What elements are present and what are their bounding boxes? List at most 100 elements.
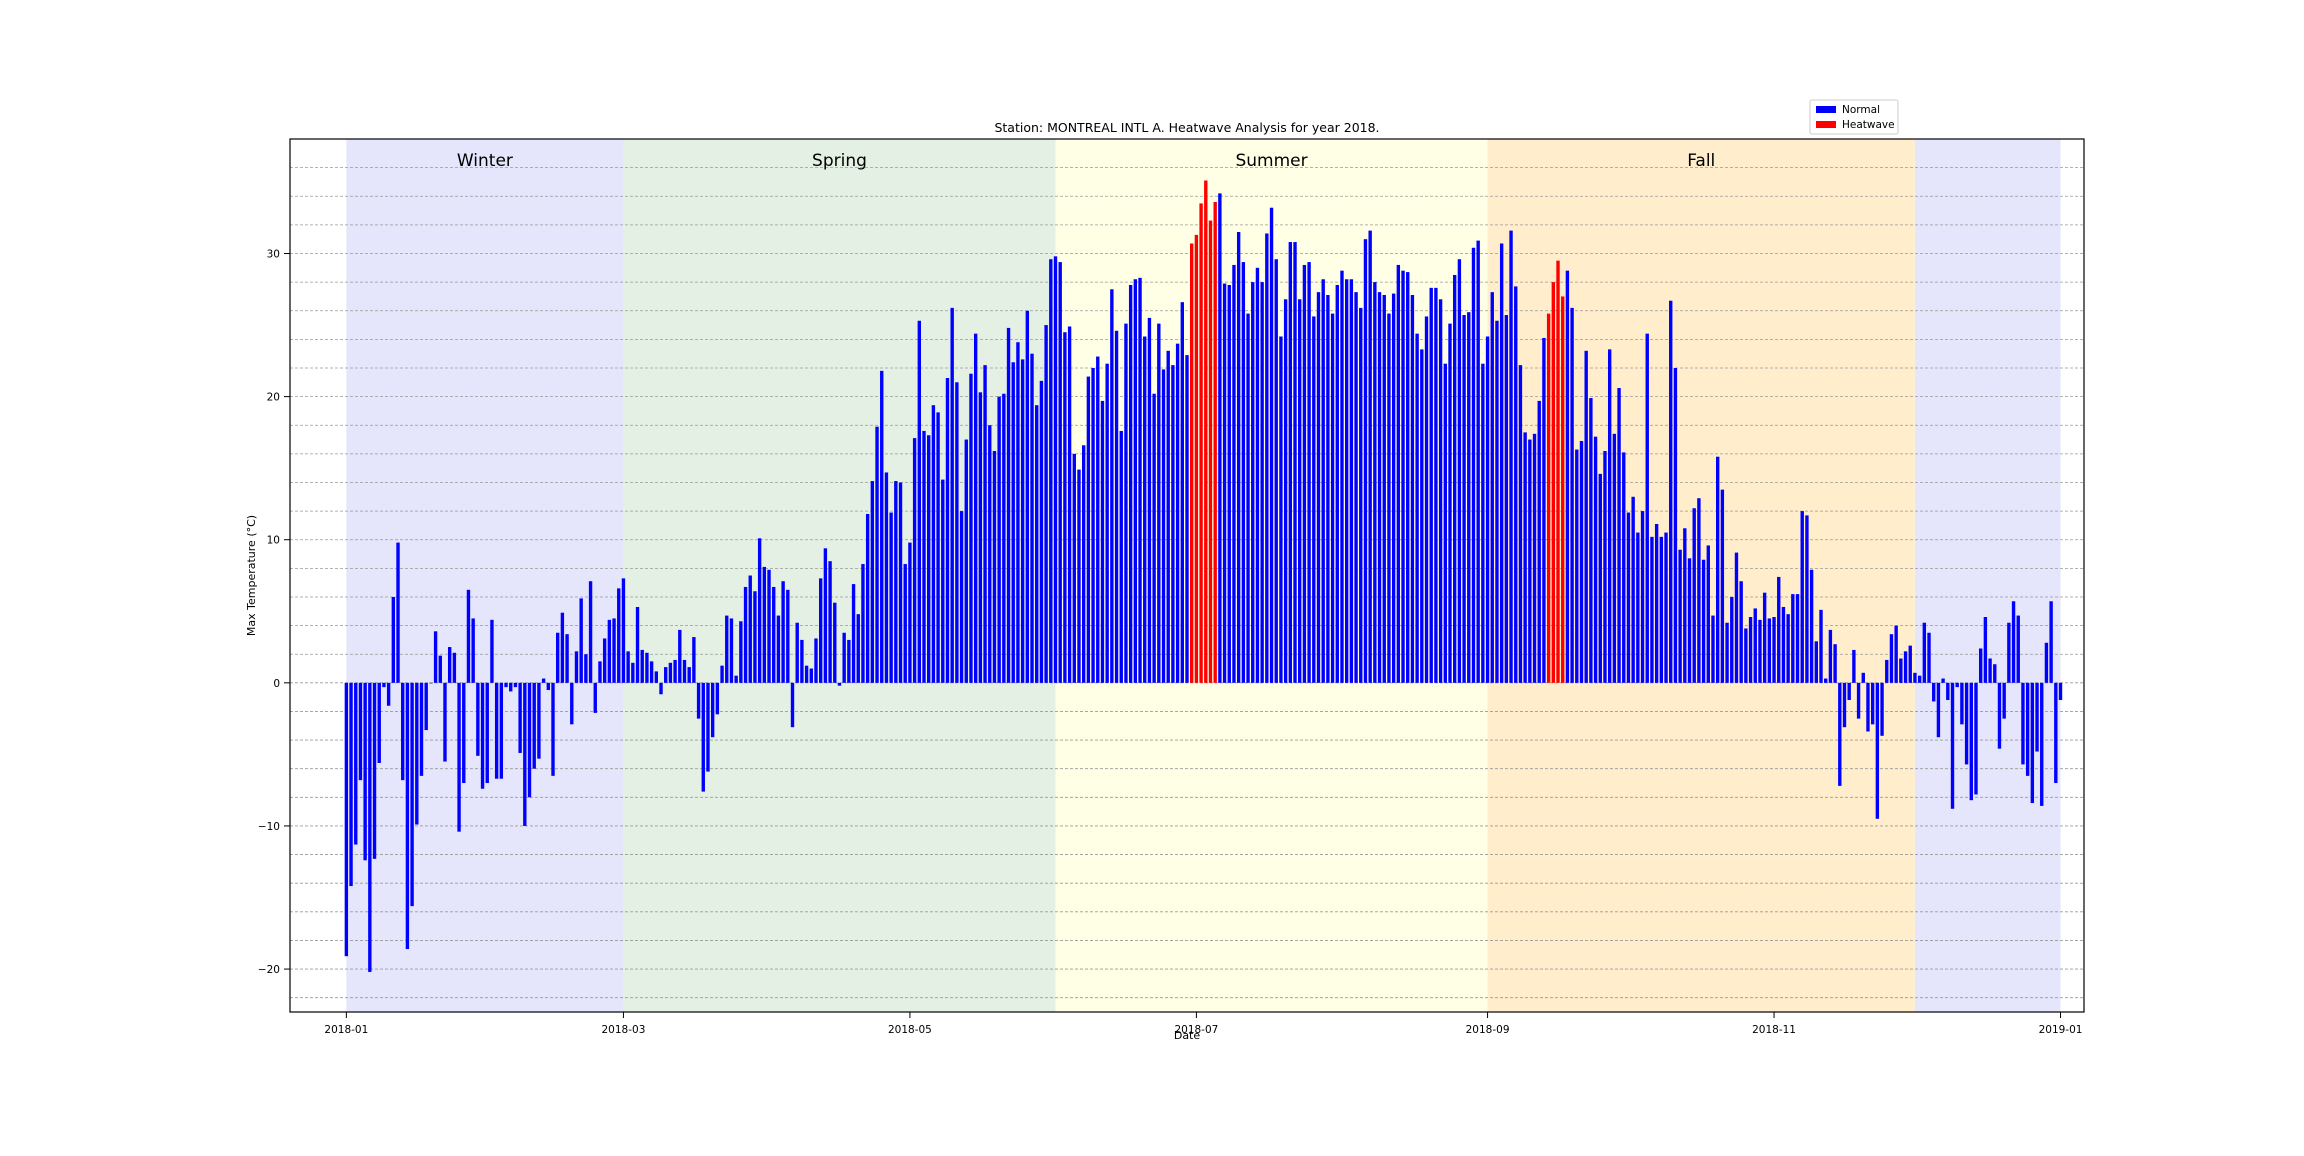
heatwave-bar (1551, 282, 1556, 683)
normal-bar (673, 659, 677, 683)
x-tick-label: 2018-03 (602, 1024, 646, 1036)
normal-bar (804, 665, 809, 683)
normal-bar (1152, 393, 1156, 683)
normal-bar (1964, 682, 1969, 765)
normal-bar (1462, 315, 1466, 683)
normal-bar (1589, 398, 1593, 683)
y-tick-label: −20 (258, 964, 280, 976)
normal-bar (2007, 622, 2011, 683)
normal-bar (1340, 270, 1344, 683)
normal-bar (354, 682, 358, 845)
normal-bar (1974, 682, 1978, 795)
normal-bar (1490, 292, 1494, 683)
season-label-winter: Winter (457, 151, 513, 171)
normal-bar (2030, 682, 2035, 804)
normal-bar (903, 564, 907, 683)
x-tick-label: 2018-01 (324, 1024, 368, 1036)
normal-bar (471, 618, 475, 683)
normal-bar (480, 682, 485, 789)
normal-bar (1950, 682, 1955, 809)
normal-bar (1697, 498, 1701, 683)
normal-bar (851, 584, 856, 683)
normal-bar (1570, 307, 1574, 683)
normal-bar (1481, 363, 1485, 683)
normal-bar (1584, 350, 1588, 683)
normal-bar (1255, 267, 1260, 683)
normal-bar (649, 661, 654, 683)
normal-bar (847, 639, 851, 683)
normal-bar (593, 682, 597, 713)
normal-bar (551, 682, 555, 776)
normal-bar (710, 682, 715, 738)
normal-bar (1335, 284, 1339, 683)
normal-bar (1847, 682, 1851, 701)
normal-bar (1438, 299, 1443, 683)
normal-bar (635, 606, 640, 683)
normal-bar (1833, 644, 1837, 683)
legend-swatch-heatwave (1816, 121, 1836, 128)
normal-bar (1349, 279, 1354, 683)
normal-bar (1669, 300, 1673, 683)
normal-bar (2021, 682, 2025, 765)
plot-frame (289, 138, 2085, 1013)
season-label-spring: Spring (812, 151, 867, 171)
normal-bar (372, 682, 377, 859)
normal-bar (1800, 511, 1804, 683)
normal-bar (1744, 628, 1748, 683)
normal-bar (818, 578, 823, 683)
normal-bar (861, 564, 865, 683)
normal-bar (1969, 682, 1973, 801)
normal-bar (429, 682, 433, 684)
normal-bar (1692, 508, 1696, 683)
normal-bar (734, 675, 738, 683)
normal-bar (1227, 284, 1231, 683)
normal-bar (1063, 332, 1067, 683)
normal-bar (2054, 682, 2058, 784)
normal-bar (1246, 313, 1250, 683)
normal-bar (532, 682, 536, 769)
normal-bar (1448, 323, 1452, 683)
y-tick-label: −10 (258, 821, 280, 833)
normal-bar (1105, 363, 1109, 683)
normal-bar (828, 561, 832, 683)
normal-bar (1631, 496, 1635, 683)
normal-bar (1443, 363, 1447, 683)
normal-bar (1730, 596, 1734, 683)
normal-bar (1861, 672, 1865, 683)
normal-bar (476, 682, 480, 756)
heatwave-bar (1213, 201, 1217, 683)
heatwave-bar (1561, 296, 1565, 683)
heatwave-bar (1204, 180, 1208, 683)
normal-bar (584, 654, 588, 683)
normal-bar (1565, 270, 1570, 683)
normal-bar (509, 682, 513, 692)
normal-bar (706, 682, 710, 772)
normal-bar (1222, 283, 1227, 683)
normal-bar (1406, 272, 1410, 683)
normal-bar (1096, 356, 1100, 683)
normal-bar (739, 621, 743, 683)
normal-bar (1053, 256, 1058, 683)
normal-bar (1575, 449, 1579, 683)
normal-bar (800, 639, 804, 683)
normal-bar (1598, 473, 1602, 683)
y-axis-label: Max Temperature (°C) (245, 515, 258, 636)
normal-bar (1894, 625, 1898, 683)
normal-bar (1110, 289, 1114, 683)
normal-bar (1453, 274, 1457, 683)
normal-bar (1932, 682, 1936, 702)
normal-bar (1734, 552, 1739, 683)
normal-bar (527, 682, 532, 798)
normal-bar (1100, 400, 1105, 683)
heatwave-bar (1194, 234, 1199, 683)
normal-bar (1373, 282, 1377, 683)
season-band-december (1914, 139, 2061, 1012)
normal-bar (513, 682, 518, 688)
x-tick-label: 2018-05 (888, 1024, 932, 1036)
normal-bar (401, 682, 405, 781)
normal-bar (1762, 592, 1767, 683)
normal-bar (1814, 641, 1818, 683)
normal-bar (837, 682, 842, 686)
normal-bar (1650, 536, 1654, 683)
normal-bar (786, 589, 790, 683)
